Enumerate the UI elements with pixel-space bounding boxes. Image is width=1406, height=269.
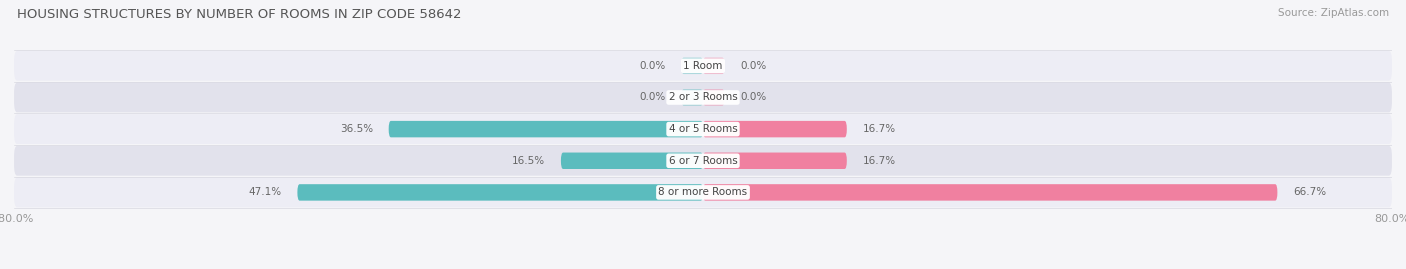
Text: Source: ZipAtlas.com: Source: ZipAtlas.com [1278,8,1389,18]
Text: 2 or 3 Rooms: 2 or 3 Rooms [669,93,737,102]
Text: 0.0%: 0.0% [640,93,666,102]
Text: 16.7%: 16.7% [862,124,896,134]
Text: 6 or 7 Rooms: 6 or 7 Rooms [669,156,737,166]
FancyBboxPatch shape [561,153,703,169]
FancyBboxPatch shape [682,89,703,106]
FancyBboxPatch shape [703,121,846,137]
Text: 66.7%: 66.7% [1294,187,1326,197]
FancyBboxPatch shape [298,184,703,201]
Text: 0.0%: 0.0% [740,61,766,71]
Text: 16.7%: 16.7% [862,156,896,166]
FancyBboxPatch shape [388,121,703,137]
FancyBboxPatch shape [14,51,1392,81]
Text: 1 Room: 1 Room [683,61,723,71]
Text: HOUSING STRUCTURES BY NUMBER OF ROOMS IN ZIP CODE 58642: HOUSING STRUCTURES BY NUMBER OF ROOMS IN… [17,8,461,21]
FancyBboxPatch shape [14,146,1392,176]
FancyBboxPatch shape [703,184,1278,201]
Text: 0.0%: 0.0% [740,93,766,102]
FancyBboxPatch shape [703,89,724,106]
Text: 36.5%: 36.5% [340,124,373,134]
FancyBboxPatch shape [14,83,1392,112]
Text: 47.1%: 47.1% [249,187,281,197]
FancyBboxPatch shape [14,114,1392,144]
FancyBboxPatch shape [682,58,703,74]
Text: 0.0%: 0.0% [640,61,666,71]
Text: 4 or 5 Rooms: 4 or 5 Rooms [669,124,737,134]
FancyBboxPatch shape [703,153,846,169]
Text: 8 or more Rooms: 8 or more Rooms [658,187,748,197]
FancyBboxPatch shape [14,178,1392,207]
Text: 16.5%: 16.5% [512,156,546,166]
FancyBboxPatch shape [703,58,724,74]
